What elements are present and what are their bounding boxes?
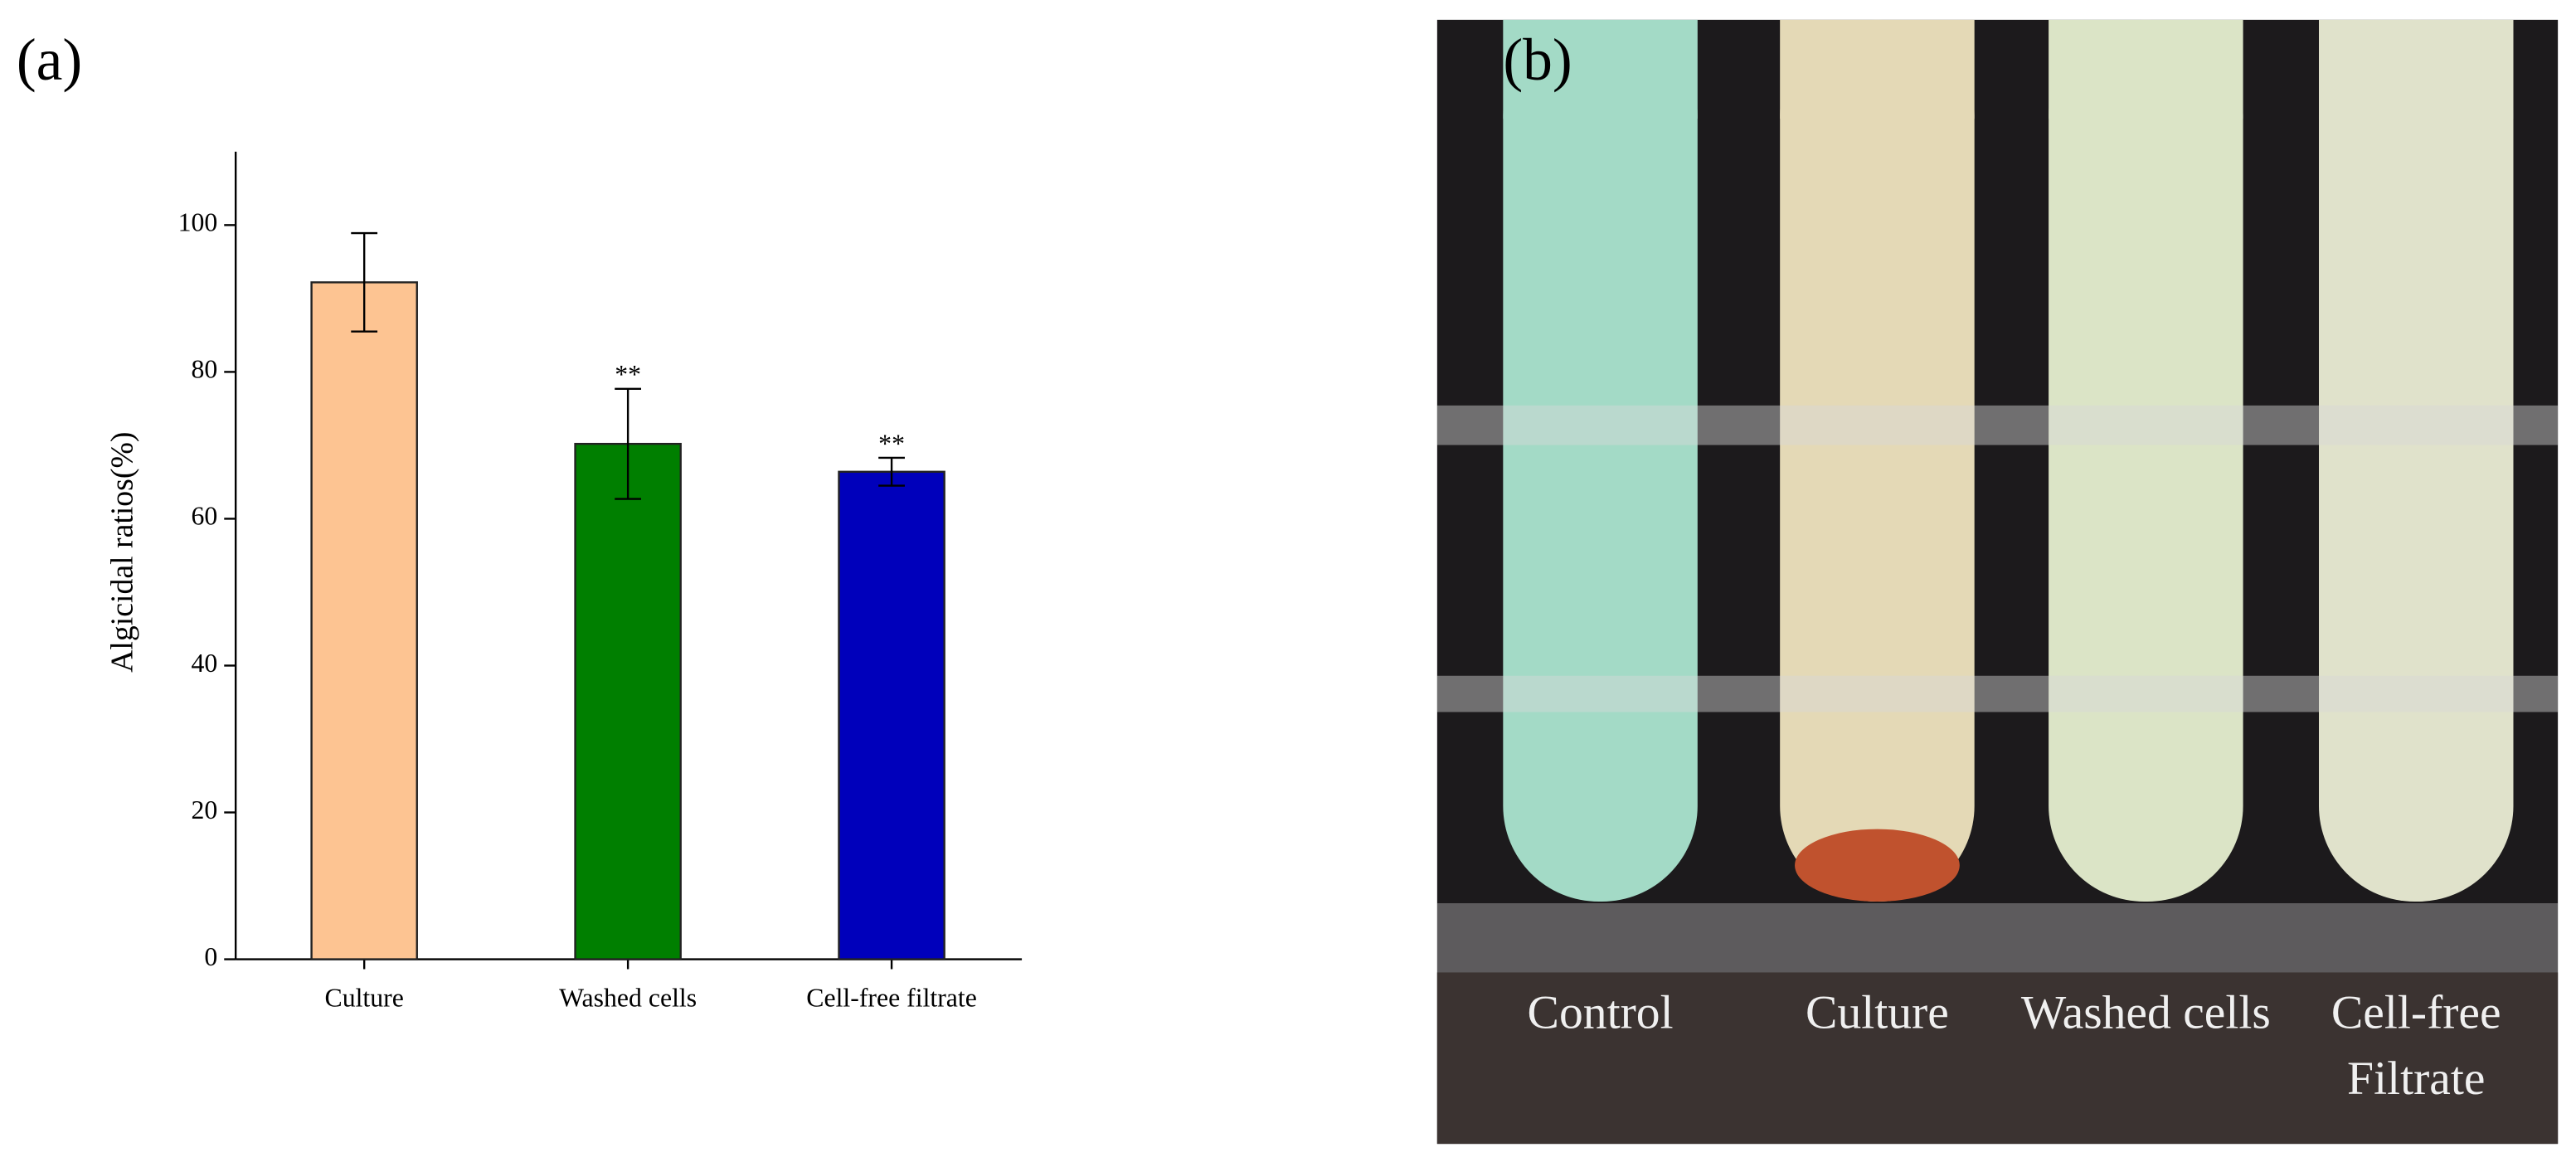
error-bar — [351, 231, 378, 333]
significance-label: ** — [615, 360, 641, 389]
bench — [1436, 972, 2559, 1145]
error-bar — [878, 456, 905, 487]
x-tick-label: Cell-free filtrate — [806, 984, 977, 1013]
y-tick-label: 80 — [192, 355, 218, 384]
y-tick-label: 20 — [192, 795, 218, 824]
x-tick-label: Washed cells — [559, 984, 697, 1013]
error-bar — [615, 387, 642, 500]
panel-label: (b) — [1503, 27, 1572, 93]
tube-label: Culture — [1806, 986, 1949, 1038]
y-tick-label: 0 — [204, 942, 217, 971]
photo — [1436, 19, 2559, 1145]
bar — [838, 470, 945, 960]
tube-label: Cell-free — [2331, 986, 2501, 1038]
panel-label: (a) — [17, 27, 82, 93]
significance-label: ** — [878, 429, 905, 458]
bar — [574, 442, 682, 960]
y-tick-label: 60 — [192, 502, 218, 531]
bar — [310, 281, 418, 960]
y-axis-label: Algicidal ratios(%) — [105, 432, 140, 673]
x-tick-label: Culture — [325, 984, 404, 1013]
tube-label: Washed cells — [2021, 986, 2271, 1038]
y-tick-label: 100 — [178, 208, 218, 237]
tube-label: Filtrate — [2347, 1053, 2485, 1105]
tube-label: Control — [1528, 986, 1674, 1038]
rack — [1436, 405, 2559, 973]
y-tick-label: 40 — [192, 649, 218, 678]
tubes — [1503, 19, 2514, 902]
